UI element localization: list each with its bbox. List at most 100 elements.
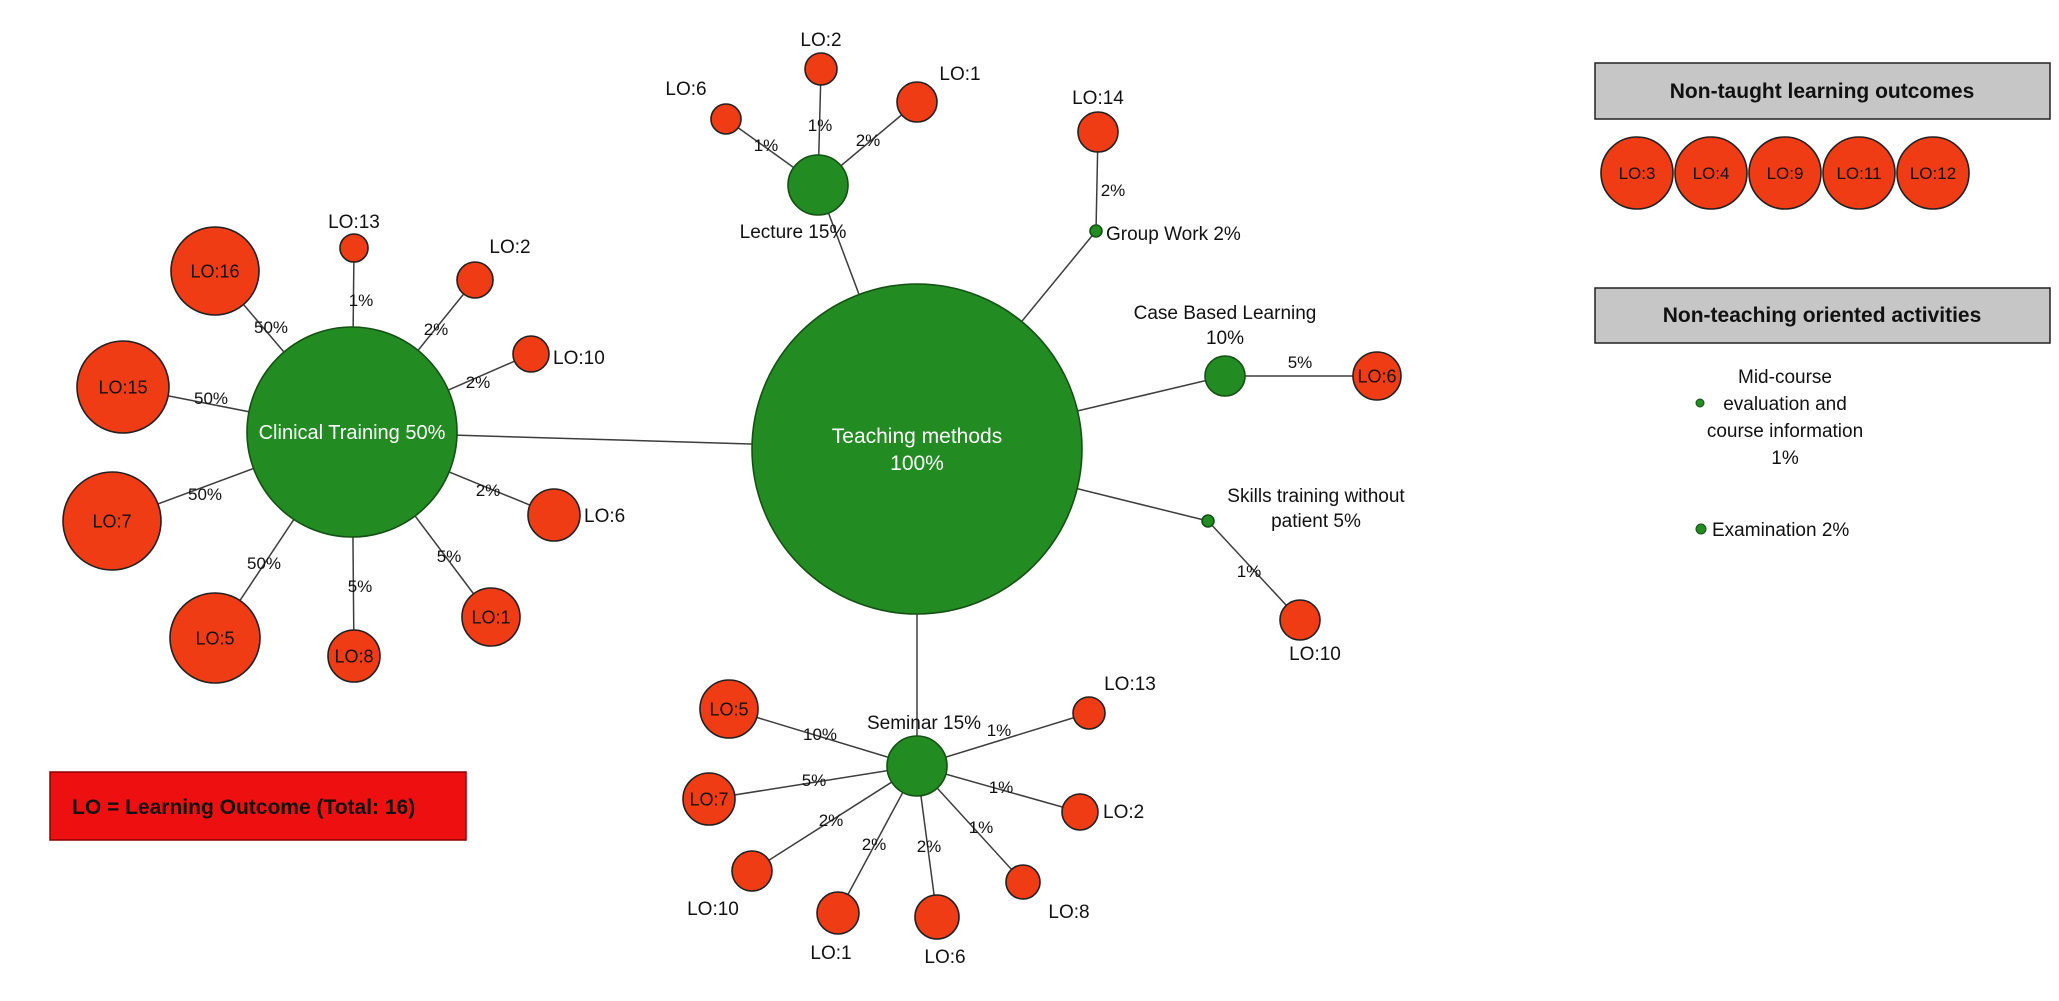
node-c1[interactable] <box>461 587 521 647</box>
node-label-c10: LO:10 <box>553 348 605 369</box>
non-taught-header-title: Non-taught learning outcomes <box>1670 80 1975 103</box>
node-se8[interactable] <box>1005 864 1041 900</box>
edge-label-clinical-c13: 1% <box>349 291 374 310</box>
edge-label-clinical-c6: 2% <box>476 481 501 500</box>
node-label-c1: LO:1 <box>471 607 510 627</box>
node-label-l1: LO:1 <box>939 64 980 85</box>
node-l1[interactable] <box>896 81 938 123</box>
edge-label-seminar-se10: 2% <box>819 811 844 830</box>
node-label-se7: LO:7 <box>689 789 728 809</box>
node-l14[interactable] <box>1077 111 1119 153</box>
node-cb6[interactable] <box>1352 351 1402 401</box>
edge-seminar-se7 <box>708 765 918 800</box>
edge-skills-s10 <box>1207 520 1301 621</box>
edge-label-lecture-l1: 2% <box>856 131 881 150</box>
edge-label-seminar-se5: 10% <box>803 725 837 744</box>
nodes-layer <box>62 52 1402 940</box>
node-label-se2: LO:2 <box>1103 802 1144 823</box>
legend-box <box>49 771 467 841</box>
node-se2[interactable] <box>1061 793 1099 831</box>
node-label-l2: LO:2 <box>800 30 841 51</box>
node-lecture[interactable] <box>787 154 849 216</box>
node-s10[interactable] <box>1279 599 1321 641</box>
node-label-c8: LO:8 <box>334 646 373 666</box>
midcourse-evaluation-line-4: 1% <box>1771 448 1799 469</box>
node-label-se1: LO:1 <box>810 943 851 964</box>
edge-label-cbl-cb6: 5% <box>1288 353 1313 372</box>
node-l2[interactable] <box>804 52 838 86</box>
legend-text: LO = Learning Outcome (Total: 16) <box>72 796 415 819</box>
non-taught-node-3[interactable] <box>1822 136 1896 210</box>
node-se1[interactable] <box>816 891 860 935</box>
edge-label-skills-s10: 1% <box>1237 562 1262 581</box>
node-l6[interactable] <box>710 103 742 135</box>
edge-label-clinical-c8: 5% <box>348 577 373 596</box>
edge-seminar-se5 <box>728 708 918 767</box>
node-label-l6: LO:6 <box>665 79 706 100</box>
midcourse-evaluation-line-1: Mid-course <box>1738 367 1832 388</box>
node-label-c7: LO:7 <box>92 511 131 531</box>
edge-label-clinical-c7: 50% <box>188 485 222 504</box>
node-label-c15: LO:15 <box>98 377 147 397</box>
node-c6[interactable] <box>527 488 581 542</box>
node-teaching[interactable] <box>751 283 1083 615</box>
node-label-lecture: Lecture 15% <box>740 222 847 243</box>
node-c13[interactable] <box>339 233 369 263</box>
node-clinical[interactable] <box>246 326 458 538</box>
edge-label-clinical-c16: 50% <box>254 318 288 337</box>
node-label-se13: LO:13 <box>1104 674 1156 695</box>
edge-label-clinical-c10: 2% <box>466 373 491 392</box>
edge-label-lecture-l6: 1% <box>754 136 779 155</box>
node-label-l14: LO:14 <box>1072 88 1124 109</box>
node-c5[interactable] <box>169 592 261 684</box>
non-teaching-panel: Non-teaching oriented activities Mid-cou… <box>1594 287 2051 541</box>
node-se13[interactable] <box>1072 696 1106 730</box>
non-teaching-header-box <box>1594 287 2051 344</box>
node-skills[interactable] <box>1201 514 1215 528</box>
node-label-c16: LO:16 <box>190 261 239 281</box>
non-taught-node-label-2: LO:9 <box>1767 164 1804 183</box>
node-se5[interactable] <box>699 679 759 739</box>
node-seminar[interactable] <box>886 735 948 797</box>
node-c16[interactable] <box>170 226 260 316</box>
node-c15[interactable] <box>76 340 170 434</box>
node-label-c13: LO:13 <box>328 212 380 233</box>
non-taught-node-label-0: LO:3 <box>1619 164 1656 183</box>
edge-label-clinical-c5: 50% <box>247 554 281 573</box>
node-se6[interactable] <box>914 894 960 940</box>
node-label-se5: LO:5 <box>709 699 748 719</box>
node-se7[interactable] <box>682 772 736 826</box>
node-c7[interactable] <box>62 471 162 571</box>
examination-dot <box>1695 523 1707 535</box>
node-c2[interactable] <box>456 261 494 299</box>
non-taught-node-1[interactable] <box>1674 136 1748 210</box>
node-se10[interactable] <box>731 850 773 892</box>
node-cbl[interactable] <box>1204 355 1246 397</box>
midcourse-evaluation-line-3: course information <box>1707 421 1863 442</box>
midcourse-evaluation-dot <box>1695 398 1705 408</box>
non-taught-node-0[interactable] <box>1600 136 1674 210</box>
edge-label-l14-groupwork: 2% <box>1101 181 1126 200</box>
edge-label-clinical-c1: 5% <box>437 547 462 566</box>
edge-label-seminar-se2: 1% <box>989 778 1014 797</box>
node-c8[interactable] <box>327 629 381 683</box>
non-taught-node-2[interactable] <box>1748 136 1822 210</box>
node-label-se6: LO:6 <box>924 947 965 968</box>
edge-label-seminar-se1: 2% <box>862 835 887 854</box>
edge-label-clinical-c2: 2% <box>424 320 449 339</box>
edge-label-clinical-c15: 50% <box>194 389 228 408</box>
node-label-teaching: Teaching methods 100% <box>832 425 1002 475</box>
node-groupwork[interactable] <box>1089 224 1103 238</box>
non-taught-circles: LO:3 LO:4 LO:9 LO:11 LO:12 <box>1600 136 1970 210</box>
non-taught-node-label-1: LO:4 <box>1693 164 1730 183</box>
node-label-c6: LO:6 <box>584 506 625 527</box>
node-c10[interactable] <box>512 335 550 373</box>
non-taught-node-4[interactable] <box>1896 136 1970 210</box>
non-taught-node-label-3: LO:11 <box>1836 164 1881 183</box>
edge-label-seminar-se8: 1% <box>969 818 994 837</box>
midcourse-evaluation-line-2: evaluation and <box>1723 394 1847 415</box>
node-label-cb6: LO:6 <box>1357 366 1396 386</box>
examination-label: Examination 2% <box>1712 520 1849 541</box>
node-label-c5: LO:5 <box>195 628 234 648</box>
